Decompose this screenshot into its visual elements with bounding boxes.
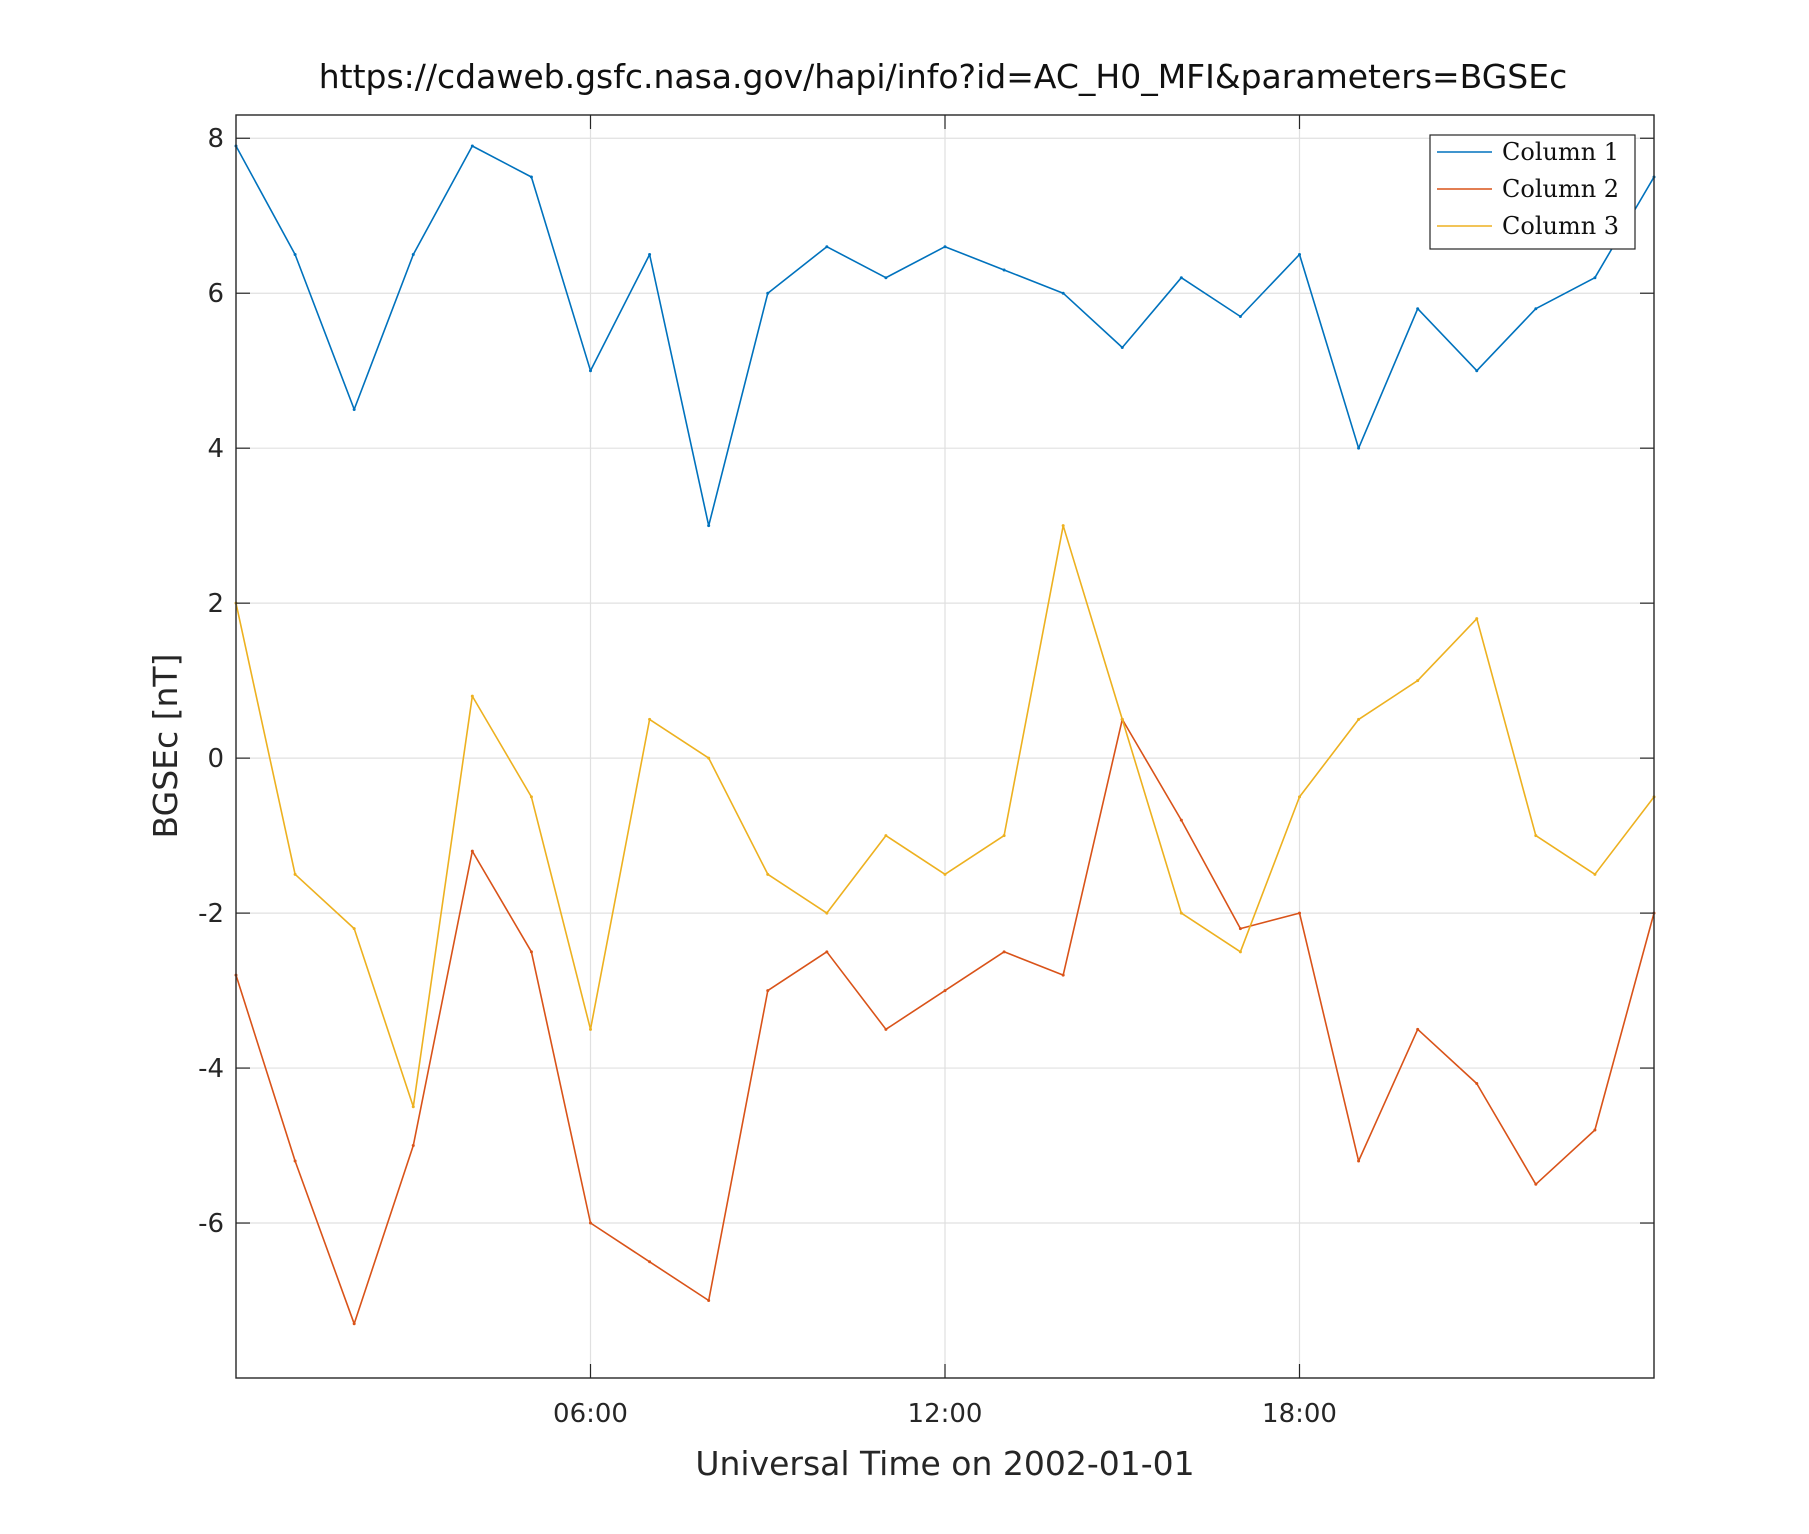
- data-point: [589, 369, 592, 373]
- data-point: [293, 252, 297, 256]
- y-tick-label: 0: [207, 744, 224, 774]
- data-point: [825, 245, 829, 249]
- data-point: [1416, 1027, 1420, 1031]
- data-point: [1002, 950, 1006, 954]
- grid: [236, 115, 1654, 1378]
- legend-entry: Column 2: [1502, 175, 1619, 203]
- data-point: [1179, 818, 1183, 822]
- data-point: [470, 144, 474, 148]
- legend-box: [1429, 134, 1636, 250]
- x-tick-label: 06:00: [553, 1399, 628, 1429]
- data-point: [1357, 446, 1361, 450]
- ticks: 8 6 4 2 0 -2 -4 -6 06:00 12:00 18:00: [198, 115, 1654, 1429]
- data-point: [1357, 1159, 1361, 1163]
- data-point: [1061, 291, 1065, 295]
- data-point: [1061, 973, 1065, 977]
- data-point: [529, 795, 533, 799]
- data-point: [1061, 524, 1065, 528]
- y-tick-label: -4: [198, 1054, 224, 1084]
- data-point: [1298, 252, 1301, 256]
- data-point: [943, 872, 947, 876]
- data-point: [1593, 1128, 1597, 1132]
- data-point: [1593, 276, 1597, 280]
- data-point: [825, 950, 829, 954]
- data-point: [884, 1027, 888, 1031]
- legend-entry: Column 3: [1502, 212, 1619, 240]
- data-point: [293, 1159, 297, 1163]
- data-point: [293, 872, 297, 876]
- data-point: [411, 1105, 415, 1109]
- data-point: [1534, 307, 1538, 311]
- data-point: [1002, 268, 1006, 272]
- y-tick-label: 2: [207, 589, 224, 619]
- data-point: [352, 407, 356, 411]
- series-lines: [234, 144, 1656, 1326]
- data-point: [943, 989, 947, 993]
- y-tick-label: 4: [207, 434, 224, 464]
- y-tick-label: 8: [207, 124, 224, 154]
- x-tick-label: 12:00: [908, 1399, 983, 1429]
- data-point: [1238, 314, 1242, 318]
- data-point: [1416, 307, 1420, 311]
- data-point: [1416, 679, 1420, 683]
- data-point: [1120, 717, 1124, 721]
- data-point: [707, 1299, 711, 1303]
- data-point: [1238, 950, 1242, 954]
- data-point: [766, 872, 770, 876]
- data-point: [1534, 834, 1538, 838]
- data-point: [825, 911, 829, 915]
- data-point: [707, 524, 711, 528]
- data-point: [1298, 795, 1301, 799]
- data-point: [1298, 911, 1301, 915]
- data-point: [589, 1027, 592, 1031]
- data-point: [884, 276, 888, 280]
- data-point: [411, 252, 415, 256]
- data-point: [884, 834, 888, 838]
- data-point: [766, 291, 770, 295]
- y-tick-label: 6: [207, 279, 224, 309]
- data-point: [1593, 872, 1597, 876]
- data-point: [470, 694, 474, 698]
- data-point: [766, 989, 770, 993]
- data-point: [470, 849, 474, 853]
- data-point: [529, 175, 533, 179]
- data-point: [1475, 617, 1479, 621]
- y-tick-label: -6: [198, 1209, 224, 1239]
- data-point: [529, 950, 533, 954]
- data-point: [589, 1221, 592, 1225]
- data-point: [1357, 717, 1361, 721]
- data-point: [1002, 834, 1006, 838]
- data-point: [1238, 927, 1242, 931]
- x-tick-label: 18:00: [1262, 1399, 1337, 1429]
- x-axis-label: Universal Time on 2002-01-01: [695, 1444, 1194, 1483]
- y-axis-label: BGSEc [nT]: [146, 654, 185, 839]
- data-point: [943, 245, 947, 249]
- data-point: [1475, 1082, 1479, 1086]
- data-point: [1475, 369, 1479, 373]
- data-point: [648, 252, 652, 256]
- y-tick-label: -2: [198, 899, 224, 929]
- data-point: [1179, 276, 1183, 280]
- data-point: [707, 756, 711, 760]
- data-point: [648, 1260, 652, 1264]
- chart-title: https://cdaweb.gsfc.nasa.gov/hapi/info?i…: [319, 57, 1568, 96]
- data-point: [1534, 1182, 1538, 1186]
- data-point: [648, 717, 652, 721]
- data-point: [352, 927, 356, 931]
- data-point: [1120, 345, 1124, 349]
- legend: Column 1 Column 2 Column 3: [1429, 134, 1636, 250]
- data-point: [411, 1144, 415, 1148]
- data-point: [352, 1322, 356, 1326]
- data-point: [1179, 911, 1183, 915]
- legend-entry: Column 1: [1502, 138, 1619, 166]
